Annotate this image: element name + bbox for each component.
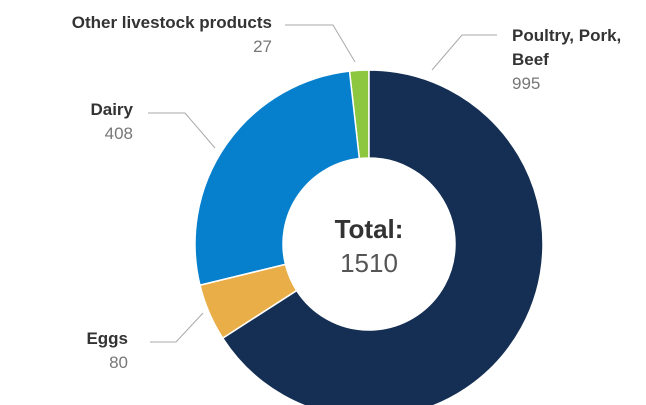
label-value: 408	[104, 124, 133, 143]
label-name: Other livestock products	[71, 13, 272, 32]
leader-line	[150, 312, 204, 343]
leader-lines	[148, 24, 497, 343]
leader-line	[431, 34, 497, 71]
donut-slice	[221, 69, 544, 405]
label: Eggs 80	[0, 327, 128, 375]
label: Dairy 408	[0, 98, 133, 146]
label: Poultry, Pork, Beef 995	[512, 24, 642, 96]
total-label: Total:	[334, 214, 404, 244]
donut-slice	[194, 70, 361, 287]
label: Other livestock products 27	[0, 11, 272, 59]
label-name: Poultry, Pork, Beef	[512, 26, 622, 69]
label-name: Dairy	[90, 100, 133, 119]
label-name: Eggs	[86, 329, 128, 348]
leader-line	[148, 112, 216, 149]
label-value: 27	[253, 37, 272, 56]
total-value: 1510	[340, 248, 398, 278]
label-value: 995	[512, 74, 541, 93]
label-value: 80	[109, 353, 128, 372]
donut-slice	[199, 263, 298, 340]
leader-line	[285, 24, 356, 63]
